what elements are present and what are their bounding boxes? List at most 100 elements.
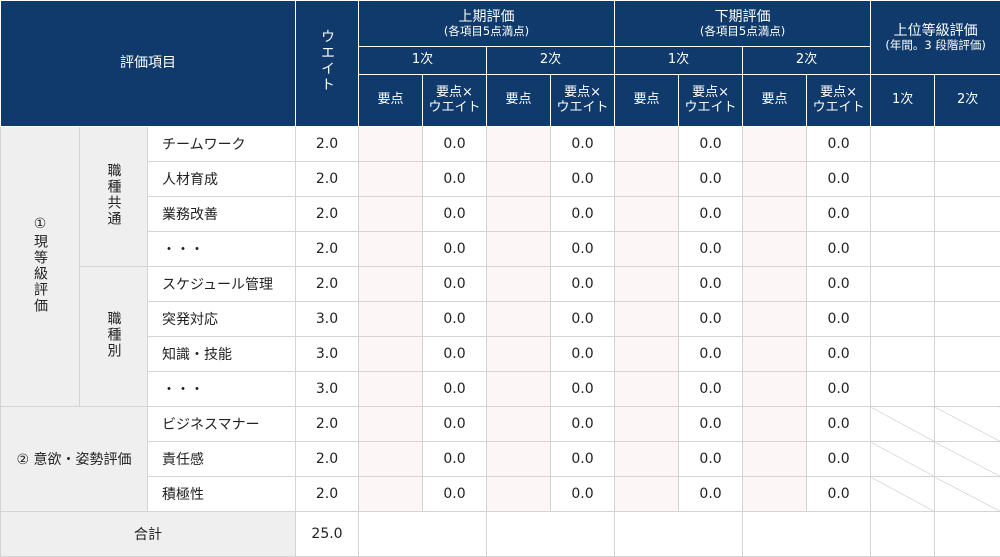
score-input-cell[interactable] xyxy=(742,126,808,162)
weight-cell: 3.0 xyxy=(295,301,359,337)
weighted-score-cell: 0.0 xyxy=(678,476,744,512)
upper-grade-input-cell[interactable] xyxy=(934,161,1000,197)
score-input-cell[interactable] xyxy=(742,371,808,407)
weighted-score-cell: 0.0 xyxy=(422,406,487,442)
group-current-grade-label: ①現等級評価 xyxy=(32,215,48,314)
score-input-cell[interactable] xyxy=(614,161,680,197)
score-input-cell[interactable] xyxy=(358,336,423,372)
score-input-cell[interactable] xyxy=(486,196,551,232)
group-current-grade: ①現等級評価 xyxy=(0,126,80,407)
total-cell xyxy=(742,511,872,557)
weighted-score-cell: 0.0 xyxy=(549,336,616,372)
upper-grade-input-cell[interactable] xyxy=(870,231,936,267)
group-common: 職種共通 xyxy=(79,126,148,267)
score-input-cell[interactable] xyxy=(742,441,808,477)
weighted-score-cell: 0.0 xyxy=(806,476,872,512)
score-input-cell[interactable] xyxy=(358,266,423,302)
weighted-score-cell: 0.0 xyxy=(422,231,487,267)
score-input-cell[interactable] xyxy=(358,126,423,162)
score-input-cell[interactable] xyxy=(742,406,808,442)
upper-grade-input-cell[interactable] xyxy=(870,266,936,302)
upper-grade-input-cell[interactable] xyxy=(934,336,1000,372)
weighted-score-cell: 0.0 xyxy=(422,196,487,232)
upper-grade-input-cell[interactable] xyxy=(870,371,936,407)
item-label: チームワーク xyxy=(147,126,296,162)
score-input-cell[interactable] xyxy=(742,476,808,512)
table-row: 人材育成 2.0 0.0 0.0 0.0 0.0 xyxy=(1,161,1000,197)
weighted-score-cell: 0.0 xyxy=(549,476,616,512)
upper-grade-input-cell[interactable] xyxy=(870,336,936,372)
score-input-cell[interactable] xyxy=(614,406,680,442)
score-input-cell[interactable] xyxy=(358,161,423,197)
upper-grade-input-cell[interactable] xyxy=(870,161,936,197)
score-input-cell[interactable] xyxy=(358,441,423,477)
score-input-cell[interactable] xyxy=(486,441,551,477)
upper-grade-input-cell[interactable] xyxy=(870,196,936,232)
weighted-score-cell: 0.0 xyxy=(678,371,744,407)
score-input-cell[interactable] xyxy=(358,196,423,232)
score-input-cell[interactable] xyxy=(358,301,423,337)
score-input-cell[interactable] xyxy=(742,336,808,372)
score-input-cell[interactable] xyxy=(486,231,551,267)
score-input-cell[interactable] xyxy=(486,371,551,407)
score-input-cell[interactable] xyxy=(358,406,423,442)
weighted-score-cell: 0.0 xyxy=(806,301,872,337)
score-input-cell[interactable] xyxy=(614,196,680,232)
score-input-cell[interactable] xyxy=(614,266,680,302)
weight-cell: 2.0 xyxy=(295,231,359,267)
score-input-cell[interactable] xyxy=(486,266,551,302)
header-point-weight-line2: ウエイト xyxy=(812,99,865,115)
not-applicable-cell xyxy=(870,406,936,442)
not-applicable-cell xyxy=(870,441,936,477)
weighted-score-cell: 0.0 xyxy=(678,126,744,162)
upper-grade-input-cell[interactable] xyxy=(934,196,1000,232)
score-input-cell[interactable] xyxy=(742,161,808,197)
not-applicable-cell xyxy=(934,441,1000,477)
score-input-cell[interactable] xyxy=(486,161,551,197)
header-upper-grade-title: 上位等級評価 xyxy=(893,22,978,39)
score-input-cell[interactable] xyxy=(742,231,808,267)
weighted-score-cell: 0.0 xyxy=(806,336,872,372)
score-input-cell[interactable] xyxy=(614,301,680,337)
header-point-weight-line2: ウエイト xyxy=(556,99,609,115)
header-point-weight-line2: ウエイト xyxy=(428,99,481,115)
weighted-score-cell: 0.0 xyxy=(806,161,872,197)
upper-grade-input-cell[interactable] xyxy=(934,231,1000,267)
score-input-cell[interactable] xyxy=(742,266,808,302)
weight-cell: 3.0 xyxy=(295,336,359,372)
upper-grade-input-cell[interactable] xyxy=(934,371,1000,407)
weight-cell: 2.0 xyxy=(295,161,359,197)
weighted-score-cell: 0.0 xyxy=(678,441,744,477)
group-common-label: 職種共通 xyxy=(105,162,122,227)
score-input-cell[interactable] xyxy=(614,476,680,512)
score-input-cell[interactable] xyxy=(486,406,551,442)
score-input-cell[interactable] xyxy=(486,126,551,162)
weighted-score-cell: 0.0 xyxy=(678,161,744,197)
score-input-cell[interactable] xyxy=(486,336,551,372)
weight-cell: 2.0 xyxy=(295,441,359,477)
header-second-half-note: (各項目5点満点) xyxy=(699,23,786,38)
score-input-cell[interactable] xyxy=(486,476,551,512)
score-input-cell[interactable] xyxy=(614,231,680,267)
score-input-cell[interactable] xyxy=(358,371,423,407)
score-input-cell[interactable] xyxy=(358,231,423,267)
score-input-cell[interactable] xyxy=(742,196,808,232)
score-input-cell[interactable] xyxy=(614,441,680,477)
upper-grade-input-cell[interactable] xyxy=(934,126,1000,162)
table-row: ・・・ 2.0 0.0 0.0 0.0 0.0 xyxy=(1,231,1000,267)
score-input-cell[interactable] xyxy=(614,126,680,162)
table-row: ・・・ 3.0 0.0 0.0 0.0 0.0 xyxy=(1,371,1000,407)
upper-grade-input-cell[interactable] xyxy=(934,266,1000,302)
weighted-score-cell: 0.0 xyxy=(549,231,616,267)
score-input-cell[interactable] xyxy=(358,476,423,512)
item-label: 業務改善 xyxy=(147,196,296,232)
score-input-cell[interactable] xyxy=(742,301,808,337)
header-point-weight-line2: ウエイト xyxy=(684,99,737,115)
upper-grade-input-cell[interactable] xyxy=(870,126,936,162)
score-input-cell[interactable] xyxy=(486,301,551,337)
not-applicable-cell xyxy=(870,476,936,512)
score-input-cell[interactable] xyxy=(614,371,680,407)
upper-grade-input-cell[interactable] xyxy=(934,301,1000,337)
upper-grade-input-cell[interactable] xyxy=(870,301,936,337)
score-input-cell[interactable] xyxy=(614,336,680,372)
